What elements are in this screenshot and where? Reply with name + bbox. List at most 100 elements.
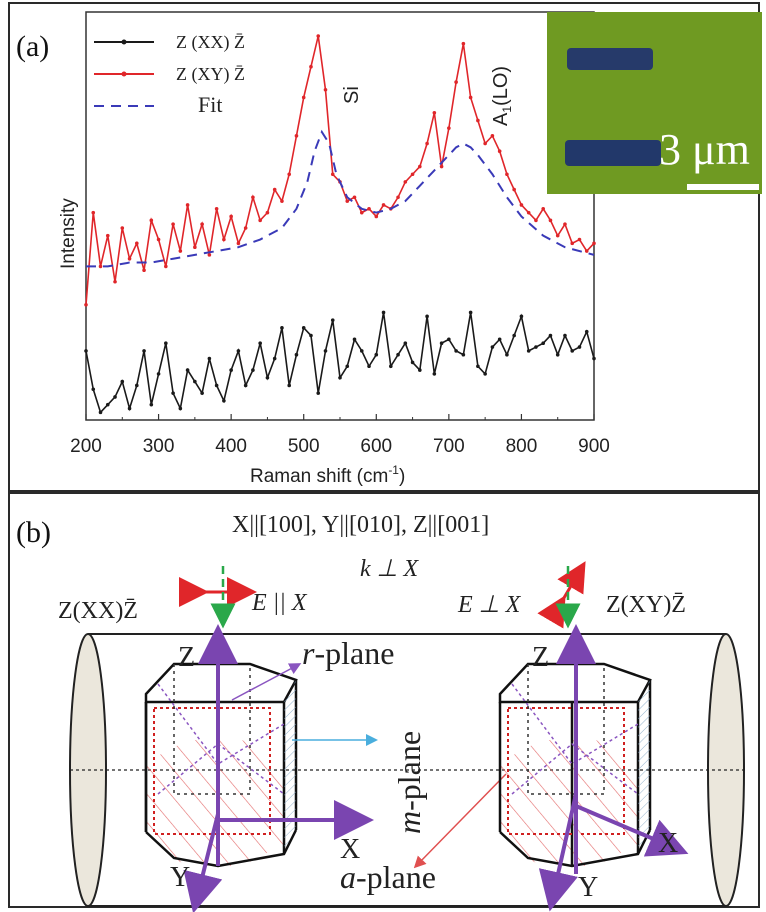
left-y-label: Y (170, 862, 190, 893)
raman-chart: 200 300 400 500 600 700 800 900 Z (XX) Z̄ Z (XY)… (16, 11, 610, 487)
data-point (330, 318, 335, 322)
data-point (563, 333, 567, 338)
data-point (127, 256, 132, 261)
data-point (454, 349, 458, 353)
data-point (323, 87, 328, 92)
data-point (207, 356, 212, 361)
legend-label: Z (XY) Z̄ (176, 64, 245, 85)
data-point (490, 345, 495, 349)
data-point (98, 264, 103, 269)
x-tick-label: 500 (288, 436, 320, 457)
data-point (548, 218, 553, 223)
e-parallel-x-label: E || X (251, 590, 308, 616)
data-point (381, 310, 386, 315)
data-point (512, 333, 516, 338)
x-tick-label: 900 (578, 436, 610, 457)
axes-orientation-header: X||[100], Y||[010], Z||[001] (232, 512, 489, 538)
data-point (105, 402, 110, 407)
legend-marker (121, 39, 127, 45)
series-line-1 (85, 312, 595, 414)
data-point (584, 249, 589, 253)
data-point (505, 172, 509, 177)
data-point (526, 349, 531, 353)
data-point (316, 391, 321, 395)
data-point (359, 210, 364, 215)
data-point (301, 95, 306, 100)
data-point (367, 207, 371, 211)
data-point (229, 368, 233, 372)
data-point (91, 210, 96, 215)
k-perp-x-label: k ⊥ X (360, 556, 420, 582)
data-point (425, 141, 429, 146)
data-point (396, 195, 400, 200)
legend-label: Fit (198, 92, 222, 117)
a-plane-label: a-plane (340, 859, 436, 895)
data-point (447, 126, 451, 130)
data-point (584, 329, 589, 334)
data-point (418, 368, 422, 372)
data-point (207, 253, 212, 257)
data-point (396, 352, 400, 357)
data-point (352, 337, 357, 342)
data-point (258, 341, 262, 346)
data-point (461, 352, 466, 357)
data-point (418, 164, 422, 169)
data-point (534, 218, 538, 223)
data-point (338, 375, 342, 380)
data-point (265, 210, 270, 215)
y-axis-label: Intensity (58, 198, 79, 269)
right-z-label: Z (532, 642, 549, 673)
data-point (389, 364, 393, 369)
data-point (84, 303, 88, 307)
data-point (164, 341, 168, 346)
data-point (142, 268, 146, 273)
data-point (439, 341, 444, 346)
a-plane-pointer (413, 773, 507, 869)
data-point (410, 172, 415, 177)
nanowire-bottom (565, 140, 661, 166)
data-point (193, 379, 197, 384)
data-point (592, 356, 596, 361)
data-point (309, 64, 313, 69)
data-point (577, 237, 582, 242)
data-point (519, 314, 524, 319)
data-point (287, 383, 292, 388)
data-point (251, 368, 255, 372)
data-point (403, 341, 408, 346)
data-point (178, 406, 183, 411)
data-point (243, 226, 248, 230)
right-y-axis (538, 793, 578, 912)
data-point (541, 207, 545, 211)
data-point (425, 314, 429, 319)
data-point (243, 383, 248, 388)
legend-label: Z (XX) Z̄ (176, 32, 245, 53)
data-point (265, 375, 270, 380)
data-point (476, 364, 480, 369)
x-tick-label: 200 (70, 436, 102, 457)
data-point (120, 226, 125, 230)
e-perp-x-label: E ⊥ X (457, 592, 522, 618)
data-point (345, 364, 350, 369)
data-point (258, 218, 262, 223)
data-point (592, 241, 596, 246)
hex-prism-left (144, 662, 298, 868)
data-point (193, 245, 197, 249)
x-ticks: 200 300 400 500 600 700 800 900 (70, 414, 610, 457)
legend-marker (121, 71, 127, 77)
data-point (113, 279, 117, 284)
data-point (301, 326, 306, 330)
data-point (294, 134, 299, 138)
data-point (135, 383, 139, 388)
data-point (229, 214, 233, 219)
series-layer (84, 34, 596, 415)
data-point (555, 352, 560, 357)
data-point (236, 349, 241, 353)
nanowire-schematic: (b) X||[100], Y||[010], Z||[001] Z(XX)Z̄… (16, 512, 745, 912)
data-point (272, 187, 277, 192)
data-point (570, 349, 575, 353)
data-point (156, 237, 161, 242)
legend: Z (XX) Z̄ Z (XY) Z̄ Fit (94, 32, 245, 117)
right-x-axis (575, 804, 689, 857)
data-point (526, 210, 531, 215)
data-point (120, 379, 125, 384)
